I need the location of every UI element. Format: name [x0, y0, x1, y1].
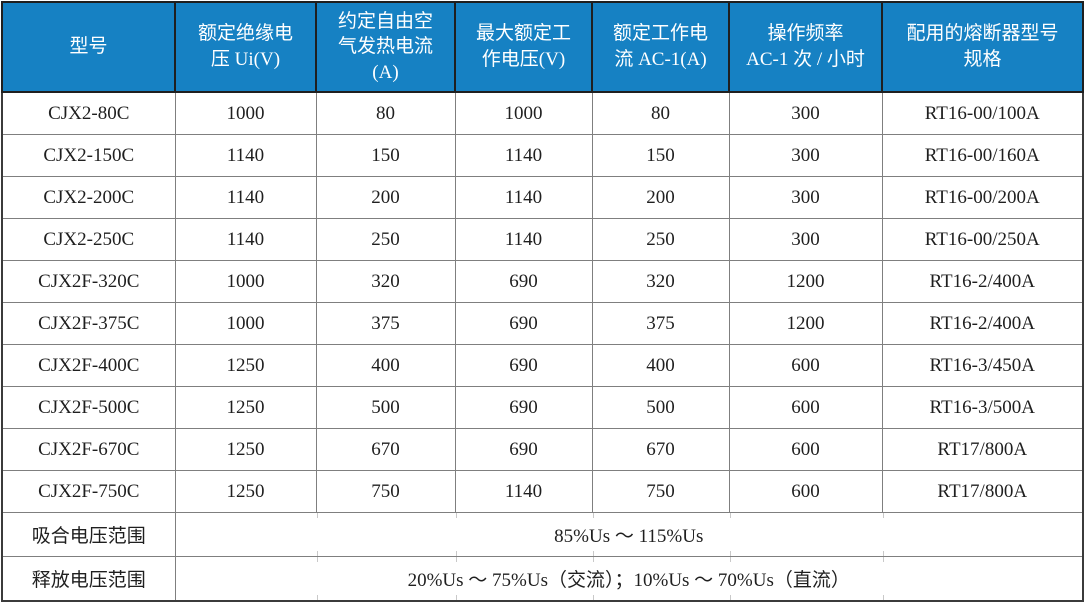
cell-operating-frequency: 300	[728, 91, 883, 135]
cell-fuse-spec: RT16-2/400A	[881, 302, 1084, 345]
cell-fuse-spec: RT17/800A	[881, 470, 1084, 513]
table-row: CJX2F-670C 1250 670 690 670 600 RT17/800…	[1, 428, 1084, 471]
cell-max-working-voltage: 690	[454, 344, 593, 387]
cell-model: CJX2F-400C	[1, 344, 176, 387]
cell-operating-frequency: 300	[728, 176, 883, 219]
cell-thermal-current: 500	[315, 386, 456, 429]
cell-thermal-current: 375	[315, 302, 456, 345]
table-row: CJX2F-750C 1250 750 1140 750 600 RT17/80…	[1, 470, 1084, 513]
cell-max-working-voltage: 1140	[454, 470, 593, 513]
cell-model: CJX2-250C	[1, 218, 176, 261]
cell-operating-frequency: 600	[728, 344, 883, 387]
cell-max-working-voltage: 690	[454, 386, 593, 429]
cell-thermal-current: 250	[315, 218, 456, 261]
cell-fuse-spec: RT16-00/160A	[881, 134, 1084, 177]
table-row: CJX2F-500C 1250 500 690 500 600 RT16-3/5…	[1, 386, 1084, 429]
cell-thermal-current: 200	[315, 176, 456, 219]
cell-working-current: 80	[591, 91, 730, 135]
cell-operating-frequency: 1200	[728, 260, 883, 303]
cell-thermal-current: 320	[315, 260, 456, 303]
cell-model: CJX2F-500C	[1, 386, 176, 429]
cell-model: CJX2F-375C	[1, 302, 176, 345]
header-cell-max-rated-working-voltage: 最大额定工 作电压(V)	[454, 1, 593, 93]
cell-working-current: 320	[591, 260, 730, 303]
cell-max-working-voltage: 1140	[454, 134, 593, 177]
cell-working-current: 500	[591, 386, 730, 429]
cell-thermal-current: 80	[315, 91, 456, 135]
cell-operating-frequency: 300	[728, 218, 883, 261]
cell-working-current: 200	[591, 176, 730, 219]
table-row: CJX2-150C 1140 150 1140 150 300 RT16-00/…	[1, 134, 1084, 177]
header-cell-rated-working-current: 额定工作电 流 AC-1(A)	[591, 1, 730, 93]
cell-max-working-voltage: 1140	[454, 218, 593, 261]
cell-operating-frequency: 300	[728, 134, 883, 177]
table-row: CJX2-200C 1140 200 1140 200 300 RT16-00/…	[1, 176, 1084, 219]
cell-insulation-voltage: 1250	[174, 470, 317, 513]
pickup-voltage-value: 85%Us ～ 115%Us	[174, 512, 1084, 557]
table-row: CJX2-80C 1000 80 1000 80 300 RT16-00/100…	[1, 91, 1084, 135]
pickup-voltage-row: 吸合电压范围 85%Us ～ 115%Us	[1, 512, 1084, 557]
table-body: CJX2-80C 1000 80 1000 80 300 RT16-00/100…	[1, 91, 1084, 602]
cell-model: CJX2-200C	[1, 176, 176, 219]
cell-model: CJX2-150C	[1, 134, 176, 177]
cell-fuse-spec: RT16-00/200A	[881, 176, 1084, 219]
cell-working-current: 670	[591, 428, 730, 471]
header-cell-model: 型号	[1, 1, 176, 93]
cell-operating-frequency: 1200	[728, 302, 883, 345]
table-row: CJX2-250C 1140 250 1140 250 300 RT16-00/…	[1, 218, 1084, 261]
cell-thermal-current: 670	[315, 428, 456, 471]
cell-insulation-voltage: 1250	[174, 344, 317, 387]
cell-fuse-spec: RT16-00/100A	[881, 91, 1084, 135]
cell-working-current: 400	[591, 344, 730, 387]
pickup-voltage-label: 吸合电压范围	[1, 512, 176, 557]
cell-insulation-voltage: 1250	[174, 428, 317, 471]
cell-insulation-voltage: 1140	[174, 176, 317, 219]
cell-operating-frequency: 600	[728, 470, 883, 513]
table-row: CJX2F-320C 1000 320 690 320 1200 RT16-2/…	[1, 260, 1084, 303]
release-voltage-row: 释放电压范围 20%Us ～ 75%Us（交流）；10%Us ～ 70%Us（直…	[1, 556, 1084, 602]
cell-operating-frequency: 600	[728, 386, 883, 429]
cell-fuse-spec: RT16-3/500A	[881, 386, 1084, 429]
cell-model: CJX2F-750C	[1, 470, 176, 513]
cell-working-current: 375	[591, 302, 730, 345]
cell-max-working-voltage: 690	[454, 428, 593, 471]
header-row: 型号 额定绝缘电 压 Ui(V) 约定自由空 气发热电流 (A) 最大额定工 作…	[1, 1, 1084, 93]
release-voltage-value: 20%Us ～ 75%Us（交流）；10%Us ～ 70%Us（直流）	[174, 556, 1084, 602]
cell-model: CJX2F-320C	[1, 260, 176, 303]
cell-fuse-spec: RT16-00/250A	[881, 218, 1084, 261]
header-cell-fuse-spec: 配用的熔断器型号 规格	[881, 1, 1084, 93]
header-cell-operating-frequency: 操作频率 AC-1 次 / 小时	[728, 1, 883, 93]
cell-insulation-voltage: 1250	[174, 386, 317, 429]
cell-thermal-current: 750	[315, 470, 456, 513]
cell-insulation-voltage: 1140	[174, 134, 317, 177]
cell-working-current: 750	[591, 470, 730, 513]
cell-fuse-spec: RT17/800A	[881, 428, 1084, 471]
cell-insulation-voltage: 1000	[174, 91, 317, 135]
table-header: 型号 额定绝缘电 压 Ui(V) 约定自由空 气发热电流 (A) 最大额定工 作…	[1, 1, 1084, 93]
cell-max-working-voltage: 1000	[454, 91, 593, 135]
cell-working-current: 250	[591, 218, 730, 261]
cell-insulation-voltage: 1000	[174, 302, 317, 345]
cell-model: CJX2-80C	[1, 91, 176, 135]
cell-model: CJX2F-670C	[1, 428, 176, 471]
header-cell-rated-insulation-voltage: 额定绝缘电 压 Ui(V)	[174, 1, 317, 93]
cell-max-working-voltage: 690	[454, 260, 593, 303]
cell-max-working-voltage: 1140	[454, 176, 593, 219]
cell-max-working-voltage: 690	[454, 302, 593, 345]
cell-working-current: 150	[591, 134, 730, 177]
header-cell-conventional-thermal-current: 约定自由空 气发热电流 (A)	[315, 1, 456, 93]
table-row: CJX2F-400C 1250 400 690 400 600 RT16-3/4…	[1, 344, 1084, 387]
cell-operating-frequency: 600	[728, 428, 883, 471]
cell-insulation-voltage: 1000	[174, 260, 317, 303]
cell-fuse-spec: RT16-3/450A	[881, 344, 1084, 387]
release-voltage-label: 释放电压范围	[1, 556, 176, 602]
table-row: CJX2F-375C 1000 375 690 375 1200 RT16-2/…	[1, 302, 1084, 345]
cell-insulation-voltage: 1140	[174, 218, 317, 261]
cell-fuse-spec: RT16-2/400A	[881, 260, 1084, 303]
cell-thermal-current: 400	[315, 344, 456, 387]
cell-thermal-current: 150	[315, 134, 456, 177]
